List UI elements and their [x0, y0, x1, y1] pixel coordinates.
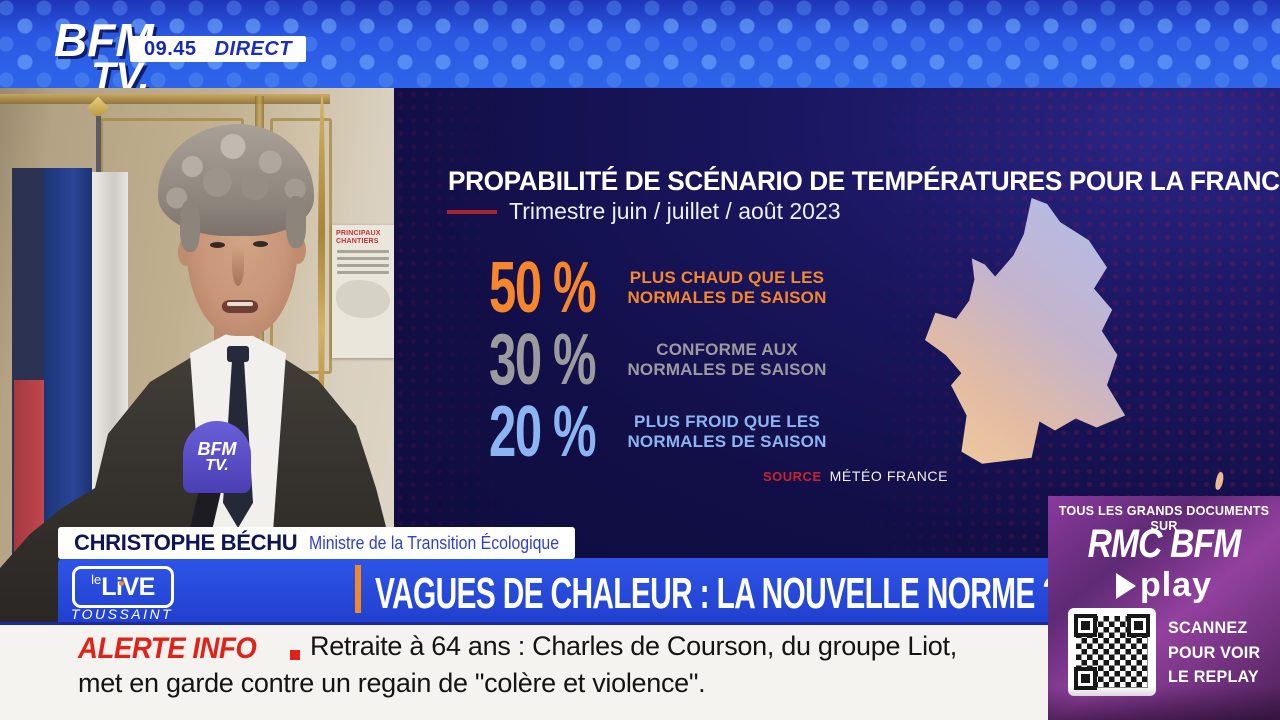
play-label: play	[1139, 566, 1213, 604]
qr-finder-icon	[1074, 667, 1097, 690]
scan-caption: SCANNEZ POUR VOIR LE REPLAY	[1168, 616, 1260, 690]
ticker-line1: Retraite à 64 ans : Charles de Courson, …	[310, 631, 957, 661]
play-triangle-icon	[1115, 572, 1136, 599]
source-value: MÉTÉO FRANCE	[829, 468, 949, 484]
red-dash-icon	[447, 209, 497, 214]
infographic-subtitle: Trimestre juin / juillet / août 2023	[509, 198, 841, 224]
gold-mirror-frame	[318, 96, 325, 431]
scenario-value: 30 %	[489, 319, 597, 400]
wall-poster: PRINCIPAUX CHANTIERS	[332, 225, 394, 358]
le-live-logo-live: LiVE	[101, 572, 155, 601]
le-live-logo: le LiVE	[72, 566, 174, 608]
headline-text: VAGUES DE CHALEUR : LA NOUVELLE NORME ?	[375, 569, 1061, 618]
infographic-subtitle-row: Trimestre juin / juillet / août 2023	[447, 198, 841, 225]
alert-bullet-icon	[290, 650, 300, 660]
scan-caption-line1: SCANNEZ	[1168, 618, 1248, 637]
ticker-line2: met en garde contre un regain de "colère…	[78, 668, 706, 698]
speaker-mouth	[222, 300, 258, 313]
scenario-rows: 50 % PLUS CHAUD QUE LES NORMALES DE SAIS…	[489, 248, 833, 472]
alert-info-label: ALERTE INFO	[78, 632, 257, 665]
speaker-tie-knot	[227, 346, 249, 362]
scenario-label-line2: NORMALES DE SAISON	[627, 431, 827, 451]
infographic-title: PROPABILITÉ DE SCÉNARIO DE TEMPÉRATURES …	[448, 166, 1280, 196]
scenario-label: PLUS CHAUD QUE LES NORMALES DE SAISON	[621, 268, 833, 306]
poster-map-sketch	[336, 280, 390, 319]
poster-title-line2: CHANTIERS	[336, 238, 379, 246]
scan-caption-line3: LE REPLAY	[1168, 667, 1259, 687]
gilded-molding-top	[0, 94, 330, 104]
scenario-row-colder: 20 % PLUS FROID QUE LES NORMALES DE SAIS…	[489, 392, 833, 472]
ticker-top-line	[0, 622, 1048, 625]
live-direct-label: DIRECT	[214, 37, 293, 60]
speaker-name-badge: CHRISTOPHE BÉCHU Ministre de la Transiti…	[58, 527, 575, 559]
orange-divider-bar	[355, 565, 361, 613]
source-credit: SOURCE MÉTÉO FRANCE	[763, 468, 948, 484]
speaker-sideburn	[286, 196, 306, 248]
show-presenter-name: TOUSSAINT	[70, 606, 174, 622]
speaker-name: CHRISTOPHE BÉCHU	[74, 530, 298, 555]
scenario-value: 20 %	[489, 391, 597, 472]
speaker-role: Ministre de la Transition Écologique	[309, 532, 560, 553]
rmc-bfm-play-promo-panel: TOUS LES GRANDS DOCUMENTS SUR RMC BFM pl…	[1048, 496, 1280, 720]
studio-top-band	[0, 0, 1280, 88]
speaker-eye	[210, 242, 225, 248]
poster-text-bar	[337, 264, 389, 268]
speaker-eye	[253, 241, 268, 247]
scenario-label: CONFORME AUX NORMALES DE SAISON	[621, 340, 833, 378]
headline-banner: le LiVE TOUSSAINT VAGUES DE CHALEUR : LA…	[58, 558, 1061, 622]
poster-text-bar	[337, 257, 389, 261]
poster-text-bar	[337, 250, 389, 254]
scenario-label-line1: PLUS FROID QUE LES	[634, 412, 820, 432]
mic-flag-text-tv: TV.	[205, 456, 229, 474]
france-map	[925, 198, 1126, 464]
promo-tagline: TOUS LES GRANDS DOCUMENTS SUR	[1058, 503, 1270, 533]
rmc-bfm-brand: RMC BFM	[1087, 522, 1242, 566]
scenario-row-normal: 30 % CONFORME AUX NORMALES DE SAISON	[489, 320, 833, 400]
scenario-label-line1: PLUS CHAUD QUE LES	[629, 268, 825, 288]
clock-time: 09.45	[144, 37, 197, 60]
scenario-label-line1: CONFORME AUX	[656, 340, 798, 360]
microphone-bfm-flag: BFM TV.	[183, 421, 251, 493]
qr-code	[1068, 608, 1156, 696]
mic-flag-text-bfm: BFM	[197, 438, 237, 459]
scenario-row-warmer: 50 % PLUS CHAUD QUE LES NORMALES DE SAIS…	[489, 248, 833, 328]
le-live-i-dot-icon	[119, 581, 124, 586]
weather-infographic-panel: PROPABILITÉ DE SCÉNARIO DE TEMPÉRATURES …	[394, 88, 1280, 558]
poster-title-line1: PRINCIPAUX	[336, 230, 381, 237]
scenario-label: PLUS FROID QUE LES NORMALES DE SAISON	[621, 412, 833, 450]
speaker-nose	[232, 246, 244, 286]
source-label: SOURCE	[763, 469, 822, 484]
scenario-label-line2: NORMALES DE SAISON	[627, 287, 827, 307]
time-direct-badge: 09.45 DIRECT	[130, 36, 307, 62]
scenario-value: 50 %	[489, 247, 597, 328]
speaker-sideburn	[180, 200, 200, 252]
play-logo: play	[1048, 566, 1280, 605]
qr-finder-icon	[1127, 614, 1150, 637]
poster-text-bar	[337, 271, 389, 275]
scan-caption-line2: POUR VOIR	[1168, 642, 1261, 662]
le-live-logo-le: le	[91, 572, 102, 587]
red-dot-pattern	[394, 88, 1280, 558]
qr-finder-icon	[1074, 614, 1097, 637]
scenario-label-line2: NORMALES DE SAISON	[627, 359, 827, 379]
flagpole	[96, 116, 101, 180]
